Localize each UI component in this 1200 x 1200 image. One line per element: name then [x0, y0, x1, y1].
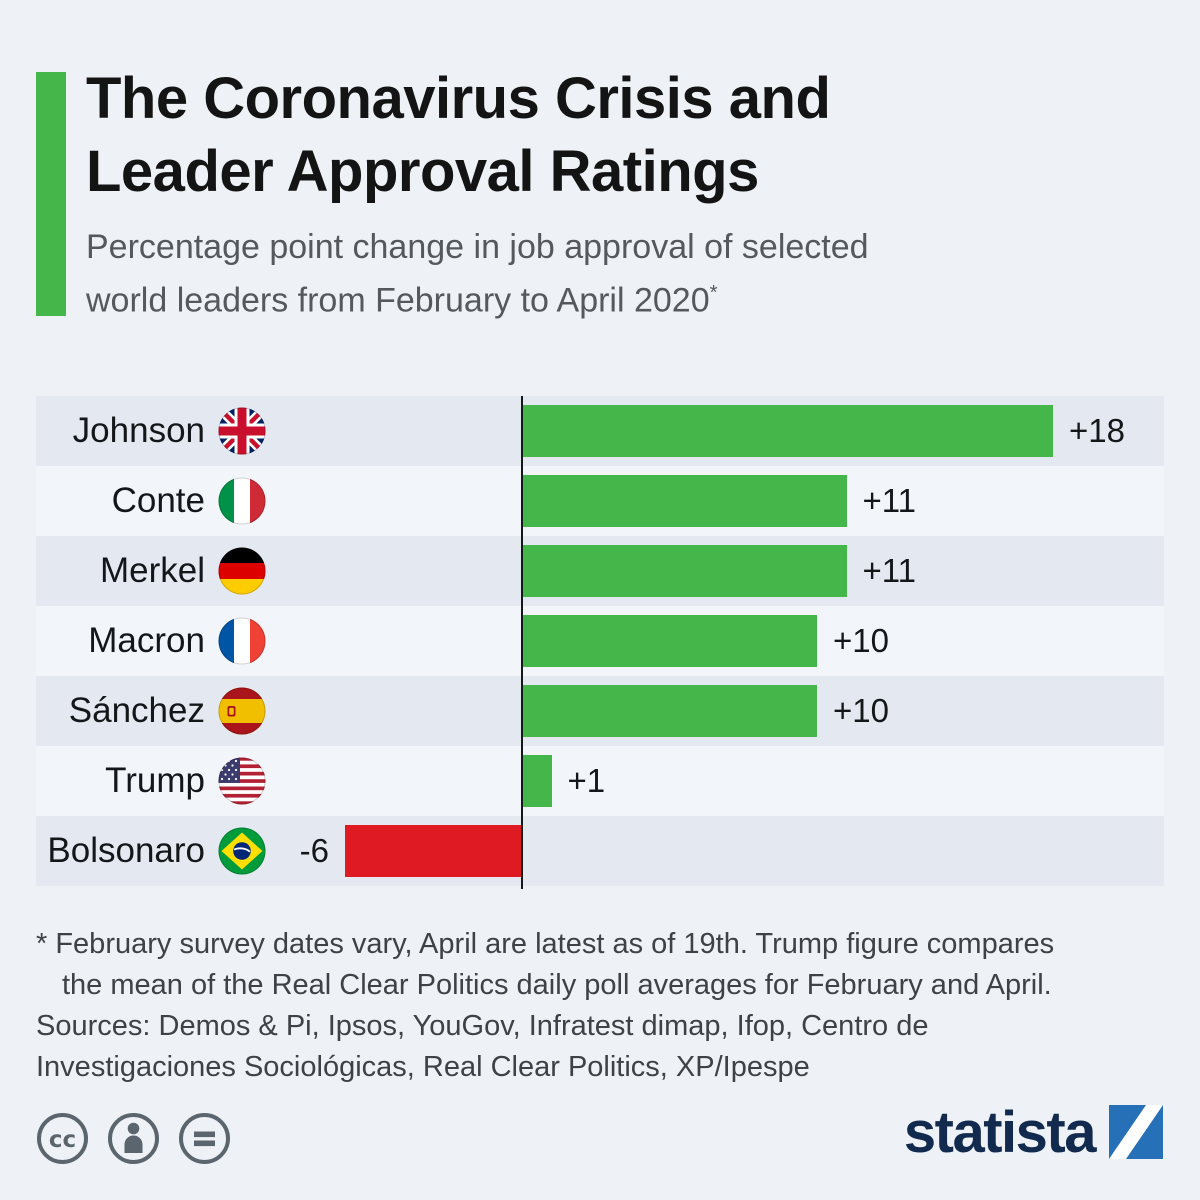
leader-name: Bolsonaro: [47, 831, 205, 870]
positive-bar: [522, 615, 817, 667]
footnote-line2: the mean of the Real Clear Politics dail…: [62, 969, 1052, 1001]
title-accent-bar: [36, 72, 66, 316]
subtitle: Percentage point change in job approval …: [86, 224, 1164, 323]
leader-name: Macron: [88, 621, 205, 660]
leader-name: Merkel: [99, 551, 205, 590]
chart-row: Merkel +11: [36, 536, 1164, 606]
value-label: +1: [567, 762, 606, 799]
footnote-marker: *: [709, 282, 718, 304]
sources-line1: Sources: Demos & Pi, Ipsos, YouGov, Infr…: [36, 1010, 929, 1042]
flag-brazil-icon: [218, 827, 266, 875]
positive-bar: [522, 755, 552, 807]
statista-wordmark: statista: [903, 1099, 1097, 1165]
flag-spain-icon: [218, 687, 266, 735]
positive-bar: [522, 685, 817, 737]
value-label: +10: [833, 622, 889, 659]
chart-row: Johnson +18: [36, 396, 1164, 466]
zero-axis-line: [521, 396, 523, 889]
statista-logo: statista: [903, 1099, 1163, 1165]
value-label: +18: [1069, 412, 1125, 449]
chart-row: Conte +11: [36, 466, 1164, 536]
chart-row: Macron +10: [36, 606, 1164, 676]
bar-chart: Johnson +18 Conte +11 Merkel +11 Macron +10 Sánc…: [36, 396, 1164, 889]
title-line2: Leader Approval Ratings: [86, 139, 759, 204]
leader-label: Johnson: [36, 396, 266, 466]
page-title: The Coronavirus Crisis and Leader Approva…: [86, 62, 1164, 208]
leader-label: Bolsonaro: [36, 816, 266, 886]
chart-row: Sánchez +10: [36, 676, 1164, 746]
sources: Sources: Demos & Pi, Ipsos, YouGov, Infr…: [36, 1006, 928, 1088]
value-label: +11: [862, 482, 917, 519]
title-line1: The Coronavirus Crisis and: [86, 66, 831, 131]
value-label: -6: [299, 832, 329, 869]
footnote-line1: * February survey dates vary, April are …: [36, 928, 1055, 960]
leader-name: Johnson: [72, 411, 205, 450]
chart-row: Trump +1: [36, 746, 1164, 816]
negative-bar: [345, 825, 522, 877]
leader-name: Trump: [105, 761, 205, 800]
positive-bar: [522, 405, 1053, 457]
svg-text:cc: cc: [49, 1127, 76, 1153]
leader-name: Sánchez: [68, 691, 205, 730]
leader-label: Sánchez: [36, 676, 266, 746]
flag-italy-icon: [218, 477, 266, 525]
chart-row: Bolsonaro -6: [36, 816, 1164, 886]
flag-france-icon: [218, 617, 266, 665]
subtitle-line1: Percentage point change in job approval …: [86, 228, 869, 266]
statista-mark-icon: [1109, 1105, 1163, 1159]
leader-label: Trump: [36, 746, 266, 816]
value-label: +10: [833, 692, 889, 729]
leader-label: Conte: [36, 466, 266, 536]
flag-usa-icon: [218, 757, 266, 805]
license-icons: cc: [36, 1112, 231, 1165]
cc-icon: cc: [37, 1113, 88, 1164]
value-label: +11: [862, 552, 917, 589]
leader-label: Merkel: [36, 536, 266, 606]
header: The Coronavirus Crisis and Leader Approva…: [86, 62, 1164, 323]
flag-uk-icon: [218, 407, 266, 455]
positive-bar: [522, 475, 847, 527]
attribution-icon: [108, 1113, 159, 1164]
equals-icon: [179, 1113, 230, 1164]
subtitle-line2: world leaders from February to April 202…: [86, 281, 710, 320]
footnote: * February survey dates vary, April are …: [36, 924, 1054, 1006]
leader-label: Macron: [36, 606, 266, 676]
flag-germany-icon: [218, 547, 266, 595]
positive-bar: [522, 545, 847, 597]
leader-name: Conte: [111, 481, 205, 520]
sources-line2: Investigaciones Sociológicas, Real Clear…: [36, 1051, 810, 1083]
